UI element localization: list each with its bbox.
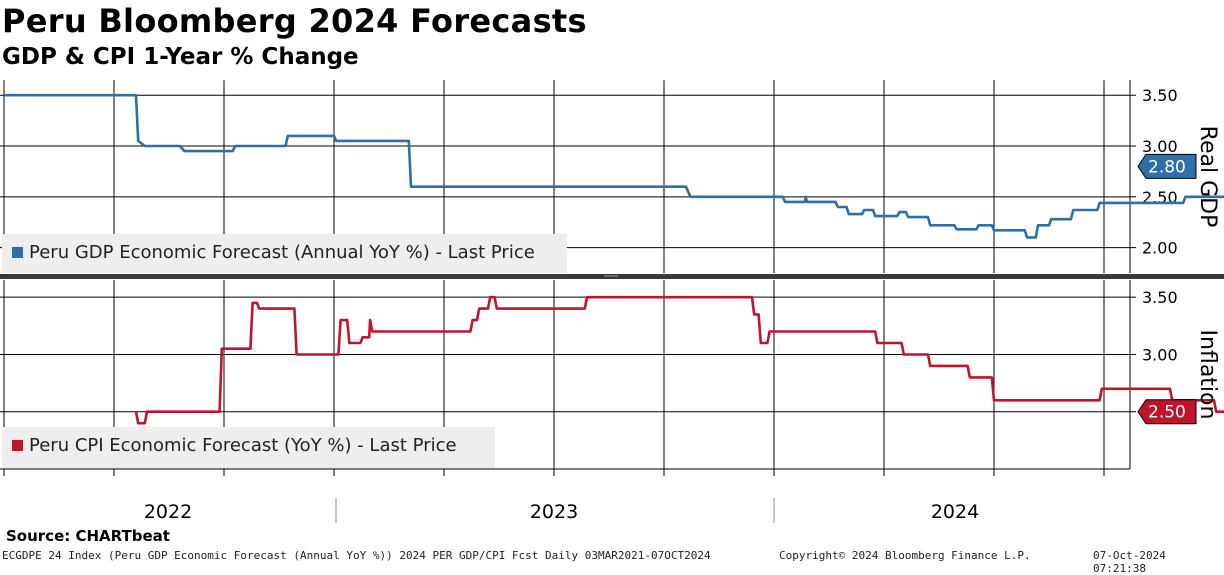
legend-label: Peru CPI Economic Forecast (YoY %) - Las… [29,435,457,456]
chart-title: Peru Bloomberg 2024 Forecasts [2,2,587,40]
footer-timestamp: 07-Oct-2024 07:21:38 [1093,549,1166,575]
legend-label: Peru GDP Economic Forecast (Annual YoY %… [29,242,535,263]
legend-box [2,427,495,469]
last-value-tag [1137,153,1197,179]
footer-copyright: Copyright© 2024 Bloomberg Finance L.P. [779,549,1031,562]
ytick-label: 2.00 [1142,239,1178,258]
series-line-cpi-panel [134,295,1224,425]
ytick-label: 3.50 [1142,86,1178,105]
footer-description: ECGDPE 24 Index (Peru GDP Economic Forec… [2,549,711,562]
xtick-label: 2024 [931,501,979,523]
y-axis-title: Real GDP [1195,126,1220,228]
chart-subtitle: GDP & CPI 1-Year % Change [2,44,359,70]
legend-swatch [12,440,23,451]
legend-box [2,234,567,273]
last-value-tag [1137,399,1197,425]
ytick-label: 3.00 [1142,345,1178,364]
last-value-label: 2.80 [1148,157,1186,177]
ytick-label: 3.00 [1142,137,1178,156]
last-value-label: 2.50 [1148,403,1186,423]
y-axis-title: Inflation [1195,330,1220,420]
ytick-label: 3.50 [1142,288,1178,307]
xtick-label: 2023 [530,501,578,523]
xtick-label: 2022 [144,501,192,523]
series-line-gdp-panel [4,93,1224,239]
source-label: Source: CHARTbeat [6,527,170,545]
legend-swatch [12,247,23,258]
